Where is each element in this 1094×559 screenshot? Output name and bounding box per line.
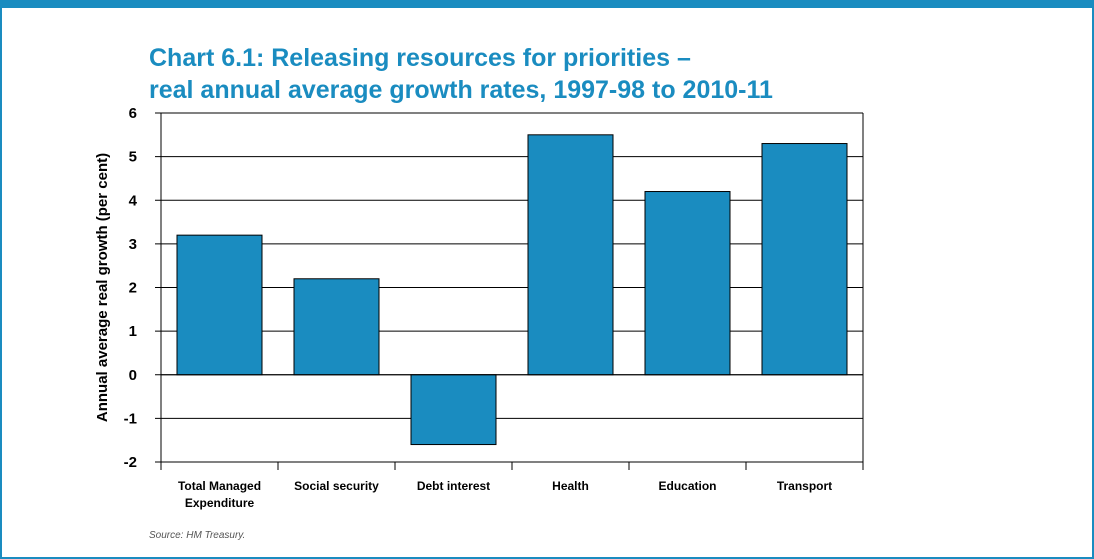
- y-tick-label: -1: [124, 410, 137, 427]
- y-tick-label: 0: [129, 367, 137, 384]
- y-tick-label: 1: [129, 323, 137, 340]
- bar: [644, 191, 731, 376]
- y-tick-label: -2: [124, 454, 137, 471]
- x-category-label: Debt interest: [417, 479, 490, 493]
- bar: [761, 143, 848, 376]
- x-category-label: Transport: [777, 479, 832, 493]
- bar: [176, 234, 263, 376]
- x-category-label: Total Managed: [178, 479, 261, 493]
- y-tick-label: 6: [129, 105, 137, 122]
- bar: [527, 134, 614, 376]
- chart-title-line-1: Chart 6.1: Releasing resources for prior…: [149, 44, 691, 72]
- y-tick-label: 2: [129, 280, 137, 297]
- x-category-label: Expenditure: [185, 496, 255, 510]
- x-category-label: Education: [658, 479, 716, 493]
- bar: [293, 278, 380, 376]
- y-tick-label: 5: [129, 149, 137, 166]
- x-category-label: Health: [552, 479, 589, 493]
- y-tick-label: 3: [129, 236, 137, 253]
- source-note: Source: HM Treasury.: [149, 530, 246, 541]
- chart-title-line-2: real annual average growth rates, 1997-9…: [149, 76, 773, 104]
- bar: [410, 374, 497, 446]
- chart-title: Chart 6.1: Releasing resources for prior…: [149, 42, 773, 106]
- y-tick-label: 4: [129, 192, 138, 209]
- y-axis-title: Annual average real growth (per cent): [94, 153, 111, 422]
- x-category-label: Social security: [294, 479, 379, 493]
